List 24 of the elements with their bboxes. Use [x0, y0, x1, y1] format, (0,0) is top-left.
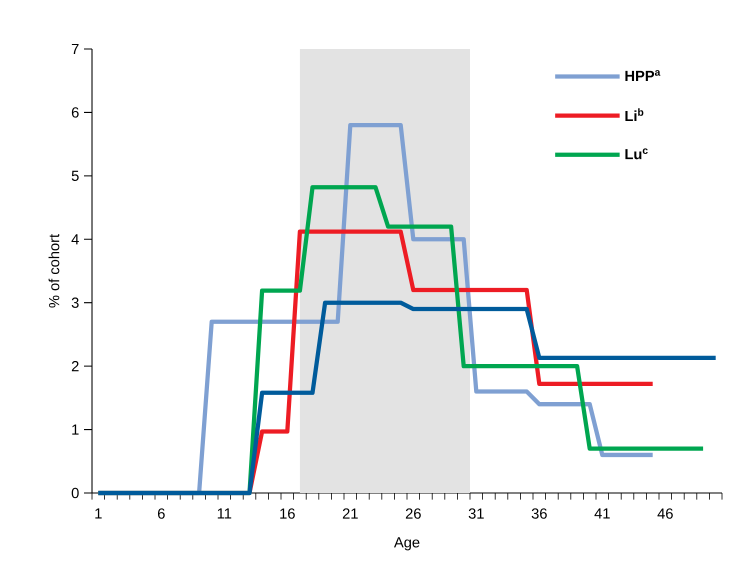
x-tick-label: 26 — [406, 508, 421, 519]
x-tick-label: 11 — [218, 508, 232, 518]
legend-label: Lu$^{c}$ — [625, 148, 648, 160]
x-tick-label: 21 — [342, 508, 358, 519]
x-tick-label: 6 — [158, 508, 165, 519]
x-axis-title: Age — [394, 537, 420, 550]
line-series — [96, 300, 718, 496]
y-tick-label: 7 — [72, 44, 79, 54]
x-tick-label: 46 — [657, 508, 673, 519]
y-tick-label: 4 — [71, 234, 79, 244]
y-tick-label: 2 — [72, 361, 79, 372]
x-tick-label: 41 — [594, 508, 610, 518]
y-tick-label: 0 — [72, 488, 79, 498]
y-tick-label: 3 — [72, 298, 79, 308]
x-tick-label: 36 — [532, 508, 547, 519]
legend-label: HPP$^{a}$ — [625, 70, 660, 81]
x-tick-label: 16 — [280, 508, 295, 519]
legend-label: Li$^{b}$ — [625, 108, 644, 122]
y-tick-label: 6 — [72, 107, 79, 118]
y-tick-label: 1 — [72, 424, 79, 435]
y-tick-label: 5 — [72, 170, 79, 181]
y-axis-title: % of cohort — [48, 234, 60, 308]
x-tick-label: 31 — [468, 508, 484, 519]
x-tick-label: 1 — [95, 508, 102, 518]
